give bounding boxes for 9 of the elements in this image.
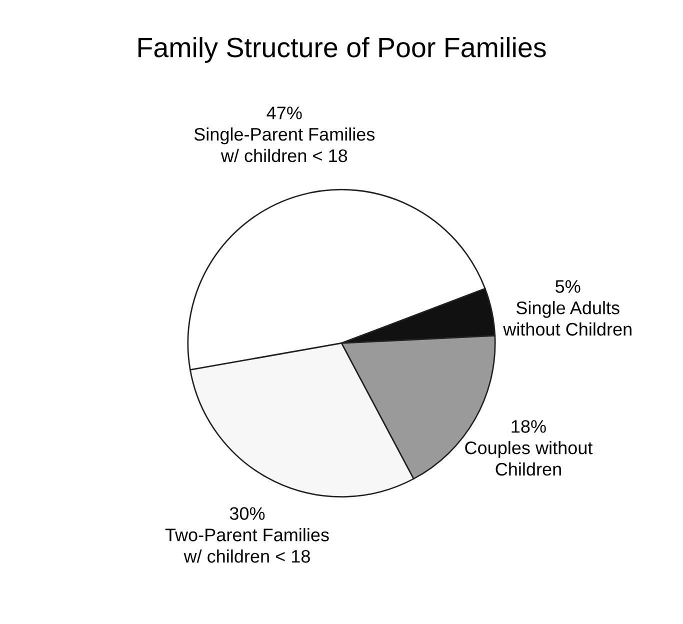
- data-label: 5%: [556, 280, 580, 293]
- data-label: 47%: [266, 106, 302, 120]
- chart-title: Family Structure of Poor Families: [138, 36, 546, 63]
- slice-label: Two-Parent Families w/ children < 18: [165, 528, 329, 563]
- slice-label: Single-Parent Families w/ children < 18: [194, 127, 375, 162]
- data-label: 18%: [512, 420, 546, 433]
- slice-label: Single Adults without Children: [503, 301, 632, 336]
- slice-label: Couples without Children: [465, 441, 593, 476]
- data-label: 30%: [230, 507, 265, 520]
